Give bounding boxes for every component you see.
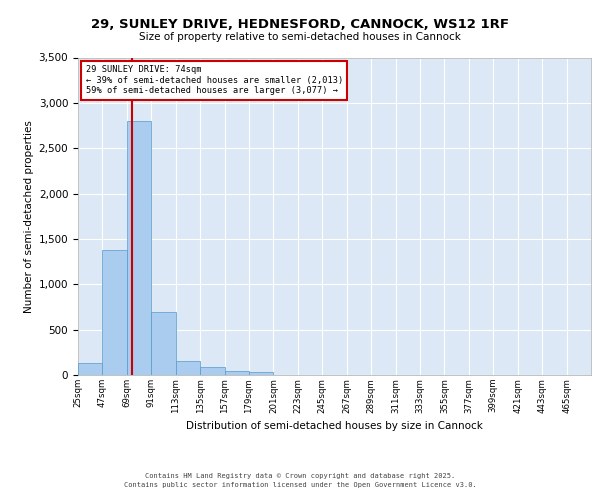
Y-axis label: Number of semi-detached properties: Number of semi-detached properties <box>25 120 34 312</box>
Bar <box>151 312 176 375</box>
Text: Size of property relative to semi-detached houses in Cannock: Size of property relative to semi-detach… <box>139 32 461 42</box>
Bar <box>103 250 127 375</box>
Bar <box>224 371 249 375</box>
Text: 29 SUNLEY DRIVE: 74sqm
← 39% of semi-detached houses are smaller (2,013)
59% of : 29 SUNLEY DRIVE: 74sqm ← 39% of semi-det… <box>86 66 343 95</box>
Text: Contains HM Land Registry data © Crown copyright and database right 2025.
Contai: Contains HM Land Registry data © Crown c… <box>124 473 476 488</box>
Bar <box>176 361 200 375</box>
Text: 29, SUNLEY DRIVE, HEDNESFORD, CANNOCK, WS12 1RF: 29, SUNLEY DRIVE, HEDNESFORD, CANNOCK, W… <box>91 18 509 30</box>
Bar <box>200 367 224 375</box>
X-axis label: Distribution of semi-detached houses by size in Cannock: Distribution of semi-detached houses by … <box>186 421 483 431</box>
Bar <box>78 363 103 375</box>
Bar <box>249 372 274 375</box>
Bar <box>127 121 151 375</box>
